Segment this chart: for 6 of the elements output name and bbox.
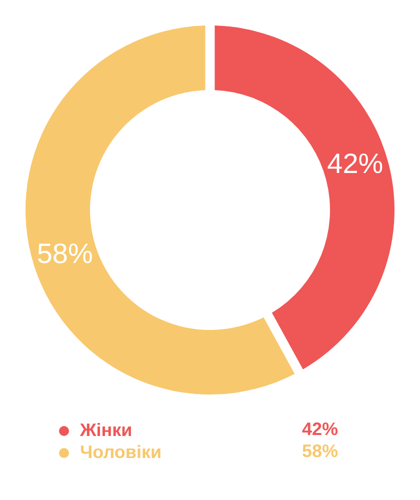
legend-label: Чоловіки (80, 442, 162, 462)
data-label: 42% (327, 148, 384, 179)
text: 58% (302, 441, 338, 461)
legend-label: Жінки (79, 420, 132, 440)
text: 42% (302, 419, 338, 439)
data-label: 58% (36, 238, 93, 270)
